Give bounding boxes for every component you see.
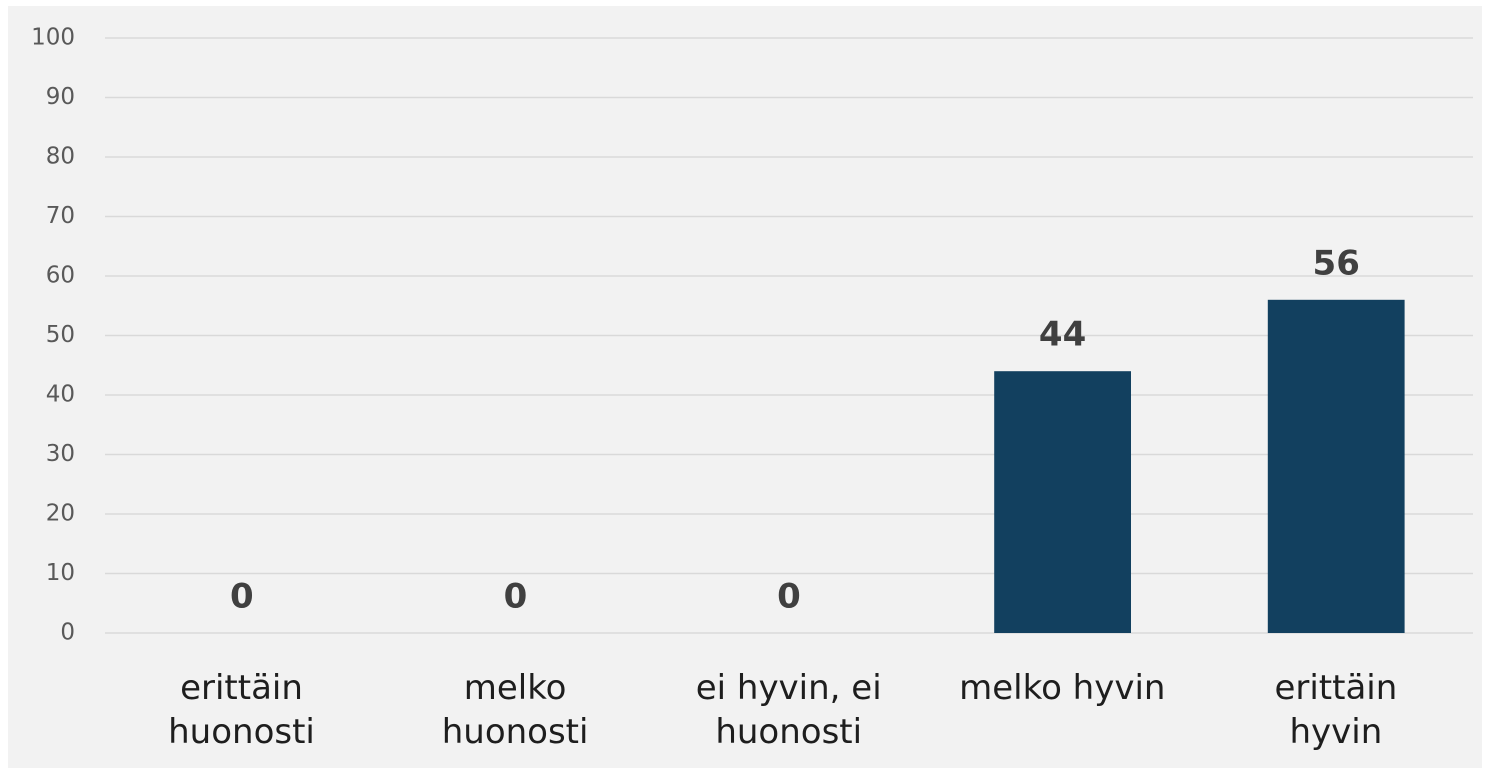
y-tick-label: 40 bbox=[46, 382, 75, 408]
data-label: 0 bbox=[777, 577, 801, 617]
y-tick-label: 70 bbox=[46, 203, 75, 229]
y-tick-label: 90 bbox=[46, 84, 75, 110]
bar bbox=[994, 371, 1131, 633]
y-tick-label: 30 bbox=[46, 441, 75, 467]
x-tick-label: erittäin hyvin bbox=[1274, 668, 1398, 752]
y-tick-label: 100 bbox=[31, 25, 75, 51]
y-tick-label: 60 bbox=[46, 263, 75, 289]
data-label: 0 bbox=[230, 577, 254, 617]
x-tick-label: ei hyvin, ei huonosti bbox=[695, 668, 882, 752]
chart-background bbox=[8, 6, 1482, 768]
data-label: 0 bbox=[504, 577, 528, 617]
x-tick-label: melko huonosti bbox=[441, 668, 589, 752]
y-tick-label: 10 bbox=[46, 560, 75, 586]
bar bbox=[1267, 299, 1405, 633]
y-tick-label: 80 bbox=[46, 144, 75, 170]
data-label: 44 bbox=[1039, 315, 1086, 355]
x-tick-label: melko hyvin bbox=[959, 668, 1166, 708]
y-tick-label: 50 bbox=[46, 322, 75, 348]
data-label: 56 bbox=[1313, 243, 1360, 283]
y-tick-label: 0 bbox=[60, 620, 75, 646]
x-tick-label: erittäin huonosti bbox=[168, 668, 315, 752]
y-tick-label: 20 bbox=[46, 501, 75, 527]
